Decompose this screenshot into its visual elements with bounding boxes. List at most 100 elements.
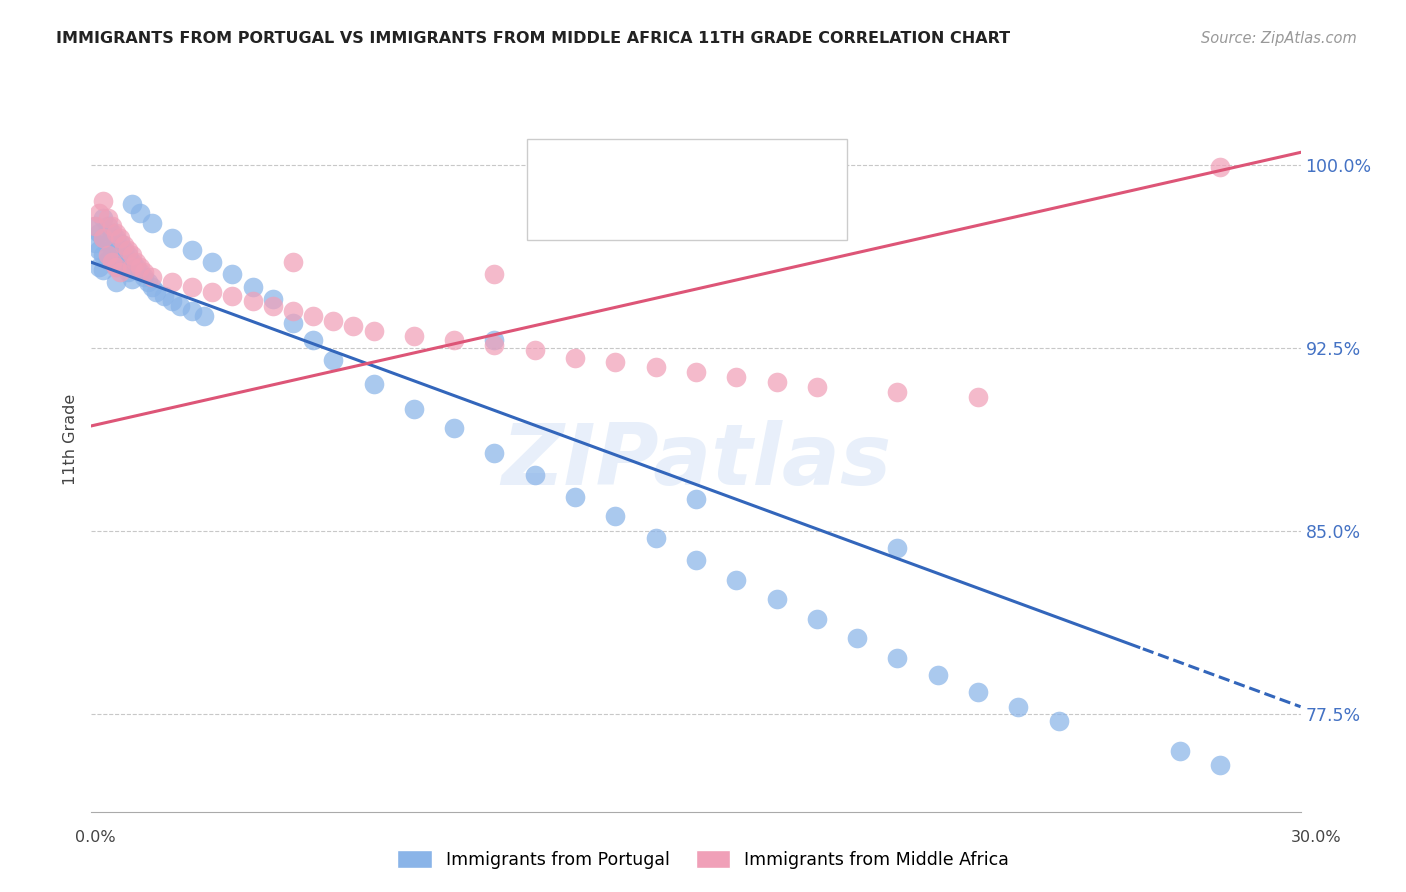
Point	[523, 343, 546, 358]
Point	[967, 685, 990, 699]
Point	[523, 467, 546, 482]
Point	[927, 668, 949, 682]
Point	[484, 334, 506, 348]
Point	[112, 260, 135, 274]
Point	[685, 365, 707, 379]
Point	[201, 285, 224, 299]
FancyBboxPatch shape	[527, 139, 846, 240]
Point	[128, 265, 150, 279]
Point	[108, 251, 131, 265]
Point	[132, 265, 155, 279]
Point	[121, 272, 143, 286]
Point	[886, 384, 908, 399]
Point	[1007, 699, 1029, 714]
Point	[1209, 160, 1232, 174]
Point	[967, 390, 990, 404]
Point	[141, 216, 163, 230]
Point	[117, 243, 139, 257]
Point	[725, 573, 748, 587]
Legend:   R = -0.349   N = 73,   R =  0.469   N = 47: R = -0.349 N = 73, R = 0.469 N = 47	[536, 148, 787, 213]
Point	[806, 612, 828, 626]
Point	[84, 235, 107, 250]
Point	[121, 255, 143, 269]
Point	[100, 241, 122, 255]
Point	[104, 226, 127, 240]
Point	[89, 206, 111, 220]
Point	[100, 219, 122, 233]
Point	[322, 353, 344, 368]
Point	[128, 260, 150, 274]
Point	[93, 262, 115, 277]
Point	[96, 211, 118, 226]
Point	[160, 231, 183, 245]
Point	[125, 255, 148, 269]
Point	[181, 279, 204, 293]
Point	[153, 289, 176, 303]
Point	[93, 231, 115, 245]
Point	[363, 377, 385, 392]
Point	[96, 248, 118, 262]
Point	[221, 268, 243, 282]
Point	[302, 309, 325, 323]
Point	[765, 592, 787, 607]
Point	[281, 255, 304, 269]
Point	[685, 553, 707, 567]
Point	[564, 490, 586, 504]
Point	[281, 316, 304, 330]
Text: IMMIGRANTS FROM PORTUGAL VS IMMIGRANTS FROM MIDDLE AFRICA 11TH GRADE CORRELATION: IMMIGRANTS FROM PORTUGAL VS IMMIGRANTS F…	[56, 31, 1011, 46]
Point	[242, 294, 264, 309]
Point	[605, 509, 627, 524]
Point	[160, 275, 183, 289]
Point	[181, 243, 204, 257]
Point	[93, 248, 115, 262]
Point	[132, 269, 155, 284]
Point	[121, 260, 143, 274]
Point	[104, 231, 127, 245]
Point	[104, 245, 127, 260]
Point	[104, 260, 127, 274]
Point	[193, 309, 215, 323]
Point	[121, 248, 143, 262]
Point	[484, 338, 506, 352]
Point	[93, 211, 115, 226]
Point	[886, 541, 908, 555]
Point	[242, 279, 264, 293]
Point	[1047, 714, 1070, 729]
Point	[644, 360, 666, 375]
Text: 0.0%: 0.0%	[76, 830, 115, 845]
Point	[160, 294, 183, 309]
Text: ZIPatlas: ZIPatlas	[501, 420, 891, 503]
Text: Source: ZipAtlas.com: Source: ZipAtlas.com	[1201, 31, 1357, 46]
Point	[104, 260, 127, 274]
Point	[93, 194, 115, 209]
Point	[262, 292, 284, 306]
Point	[322, 314, 344, 328]
Point	[484, 268, 506, 282]
Legend: Immigrants from Portugal, Immigrants from Middle Africa: Immigrants from Portugal, Immigrants fro…	[389, 844, 1017, 876]
Point	[112, 238, 135, 252]
Point	[725, 370, 748, 384]
Point	[100, 255, 122, 269]
Point	[117, 265, 139, 279]
Point	[125, 260, 148, 274]
Point	[181, 304, 204, 318]
Point	[302, 334, 325, 348]
Text: 30.0%: 30.0%	[1291, 830, 1341, 845]
Point	[886, 651, 908, 665]
Point	[89, 226, 111, 240]
Point	[1209, 758, 1232, 772]
Point	[112, 243, 135, 257]
Point	[89, 243, 111, 257]
Point	[765, 375, 787, 389]
Point	[685, 492, 707, 507]
Point	[100, 255, 122, 269]
Point	[89, 260, 111, 274]
Y-axis label: 11th Grade: 11th Grade	[62, 393, 77, 485]
Point	[402, 328, 425, 343]
Point	[108, 235, 131, 250]
Point	[564, 351, 586, 365]
Point	[136, 275, 159, 289]
Point	[402, 401, 425, 416]
Point	[96, 235, 118, 250]
Point	[108, 231, 131, 245]
